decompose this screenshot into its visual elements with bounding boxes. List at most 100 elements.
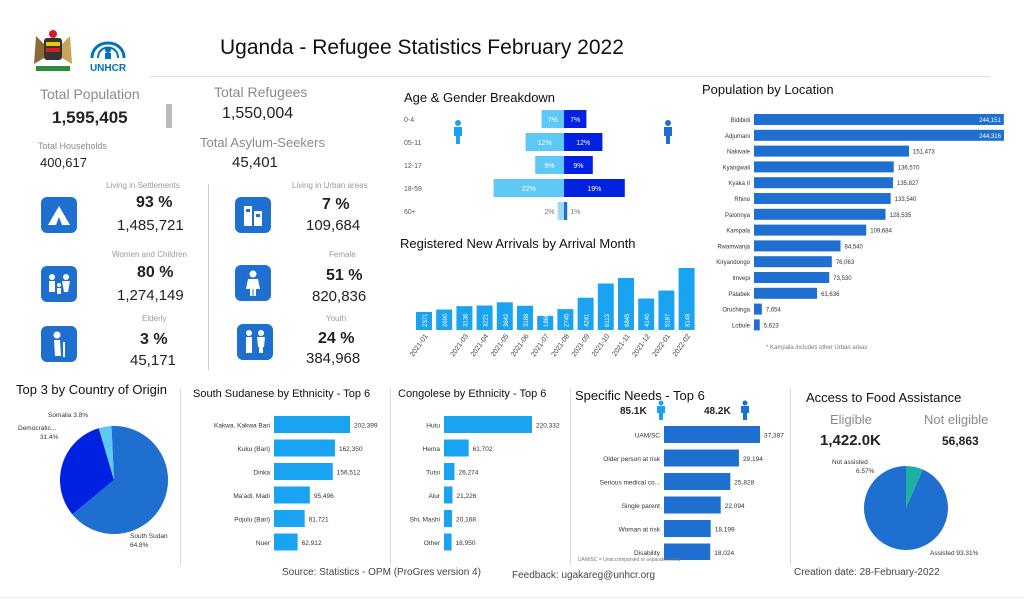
age-male-label: 12% (538, 140, 552, 147)
creation-date: Creation date: 28-February-2022 (794, 567, 940, 578)
age-male-label: 2% (544, 209, 554, 216)
bar-value-label: 18,024 (714, 550, 734, 557)
arrival-bar (436, 309, 453, 330)
ss-ethnicity-title: South Sudanese by Ethnicity - Top 6 (193, 388, 371, 400)
origin-label: 64.8% (130, 542, 149, 549)
page-title: Uganda - Refugee Statistics February 202… (220, 36, 624, 59)
total-asylum-value: 45,401 (232, 154, 278, 171)
origin-slice (59, 428, 114, 515)
location-value-label: 133,540 (895, 197, 917, 203)
location-bar (754, 177, 893, 189)
location-value-label: 7,654 (766, 308, 782, 314)
arrival-value-label: 4140 (645, 313, 651, 327)
age-male-label: 9% (545, 163, 555, 170)
age-tick-label: 18-59 (404, 186, 422, 193)
bar (274, 510, 305, 527)
kpi-pct: 7 % (322, 196, 350, 213)
bar-tick-label: Alur (428, 493, 440, 500)
location-bar (754, 287, 818, 299)
needs-chart: UAM/SC 37,397 Older person at risk 29,194 Se… (600, 426, 784, 560)
arrival-bar (678, 268, 695, 330)
location-value-label: 73,530 (833, 276, 852, 282)
age-female-label: 9% (573, 163, 583, 170)
bar-tick-label: Nuer (256, 540, 271, 547)
arrival-bar (537, 315, 554, 330)
bar-value-label: 26,274 (458, 470, 478, 477)
location-bar (754, 319, 760, 331)
arrival-value-label: 6845 (625, 313, 631, 327)
bar (444, 416, 532, 433)
footer-divider (0, 597, 1024, 598)
arrival-value-label: 2690 (443, 313, 449, 327)
arrival-bar (416, 311, 432, 330)
bar-tick-label: Disability (634, 550, 661, 557)
population-marker (166, 104, 172, 128)
location-bar (754, 240, 841, 252)
bar (444, 463, 455, 480)
bar (274, 439, 335, 457)
bar-value-label: 18,199 (715, 527, 735, 534)
arrival-tick-label: 2021-09 (571, 333, 592, 358)
arrival-tick-label: 2021-11 (611, 333, 631, 358)
food-title: Access to Food Assistance (806, 390, 962, 405)
bar-value-label: 162,350 (339, 446, 363, 453)
kpi-label: Female (329, 250, 356, 259)
arrival-bar (496, 302, 513, 330)
arrival-tick-label: 2021-08 (551, 333, 572, 358)
food-slice (864, 466, 948, 550)
location-bar (754, 161, 894, 173)
arrival-tick-label: 2021-03 (450, 333, 471, 358)
kpi-value: 384,968 (306, 350, 361, 367)
arrival-bar (476, 305, 493, 330)
kpi-pct: 93 % (136, 194, 173, 211)
bar (274, 486, 310, 504)
location-value-label: 244,316 (979, 134, 1001, 140)
bar-tick-label: Serious medical co... (600, 480, 661, 487)
kpi-label: Elderly (142, 314, 167, 323)
male-figure-icon (454, 120, 462, 144)
arrival-bar (618, 277, 634, 330)
location-tick-label: Palabek (728, 292, 751, 298)
section-divider (570, 388, 571, 566)
origin-label: Somalia 3.8% (48, 412, 88, 419)
location-tick-label: Kyaka II (728, 181, 750, 187)
elderly-icon (41, 326, 77, 362)
food-label: Assisted 93.31% (930, 550, 979, 557)
bar-tick-label: Hutu (426, 423, 440, 430)
location-tick-label: Adjumani (725, 134, 750, 140)
bar-tick-label: Dinka (253, 470, 270, 477)
food-label: Not assisted (832, 459, 868, 466)
bar-tick-label: Hema (423, 446, 441, 453)
kpi-label: Living in Urban areas (292, 181, 368, 190)
location-bar (754, 303, 762, 315)
arrival-tick-label: 2021-04 (470, 333, 491, 358)
total-population-value: 1,595,405 (52, 108, 128, 127)
kpi-value: 109,684 (306, 217, 361, 234)
bar-tick-label: Tutsi (426, 470, 440, 477)
age-female-label: 1% (570, 209, 580, 216)
age-tick-label: 60+ (404, 209, 416, 216)
location-tick-label: Nakivale (727, 150, 751, 156)
kpi-pct: 51 % (326, 267, 363, 284)
location-bar (754, 145, 909, 157)
needs-male-value: 85.1K (620, 406, 647, 417)
arrival-bar (456, 306, 473, 330)
location-tick-label: Kyangwali (723, 165, 750, 171)
origin-slice (98, 426, 114, 480)
arrival-bar (577, 297, 594, 330)
location-tick-label: Oruchinga (722, 308, 750, 314)
bar-value-label: 37,397 (764, 433, 784, 440)
location-value-label: 109,684 (870, 229, 892, 235)
age-tick-label: 0-4 (404, 117, 414, 124)
origin-slice (72, 426, 168, 534)
arrival-bar (517, 305, 533, 330)
bar (664, 473, 731, 490)
uganda-coat-of-arms-logo (30, 28, 76, 76)
arrival-tick-label: 2021-10 (591, 333, 612, 358)
location-value-label: 84,540 (845, 244, 864, 250)
age-female-label: 12% (576, 140, 590, 147)
youth-icon (237, 324, 273, 360)
bar (274, 533, 298, 551)
location-value-label: 244,151 (979, 118, 1001, 124)
arrival-value-label: 3136 (463, 313, 469, 327)
